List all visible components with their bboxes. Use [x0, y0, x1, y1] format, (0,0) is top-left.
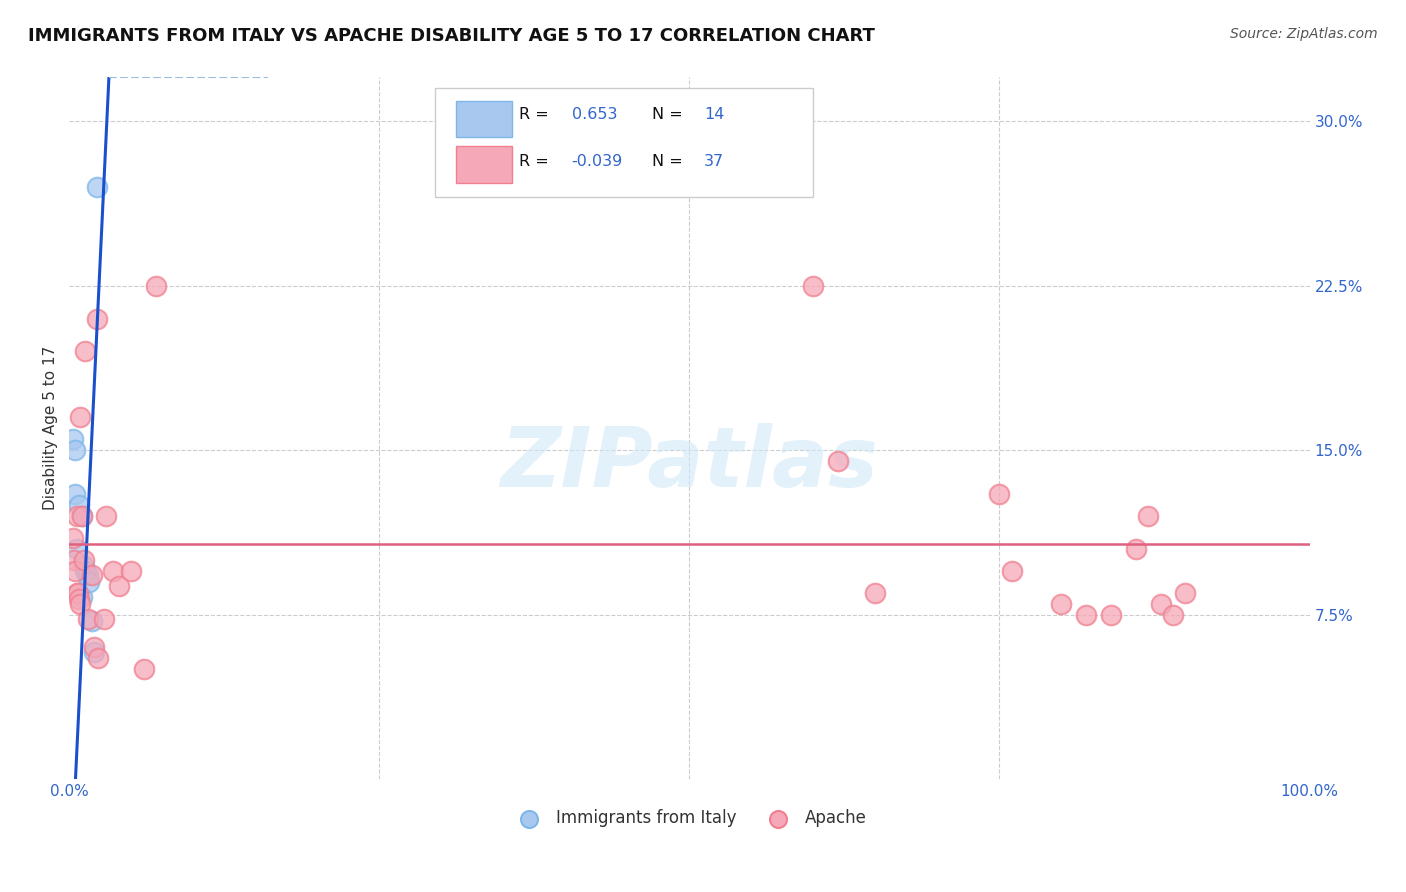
- Point: [66, 585, 89, 599]
- Point: [132, 662, 155, 676]
- Point: [69, 597, 91, 611]
- Text: -0.039: -0.039: [572, 154, 623, 169]
- Point: [1099, 607, 1122, 622]
- Point: [76, 568, 98, 582]
- Point: [827, 454, 849, 468]
- Text: 0.653: 0.653: [572, 107, 617, 122]
- Point: [86, 180, 108, 194]
- Point: [1125, 541, 1147, 556]
- Point: [1076, 607, 1098, 622]
- Point: [65, 487, 87, 501]
- FancyBboxPatch shape: [456, 101, 512, 137]
- Point: [66, 585, 89, 599]
- Point: [108, 579, 131, 593]
- Point: [70, 508, 93, 523]
- Point: [120, 564, 142, 578]
- Point: [96, 508, 118, 523]
- Point: [70, 590, 93, 604]
- Point: [86, 311, 108, 326]
- Text: 14: 14: [704, 107, 724, 122]
- Point: [87, 651, 110, 665]
- Point: [70, 508, 93, 523]
- Point: [988, 487, 1011, 501]
- Point: [66, 541, 89, 556]
- Text: Source: ZipAtlas.com: Source: ZipAtlas.com: [1230, 27, 1378, 41]
- Point: [1161, 607, 1184, 622]
- Point: [76, 612, 98, 626]
- Point: [62, 531, 84, 545]
- Text: R =: R =: [519, 154, 554, 169]
- Point: [73, 559, 96, 574]
- Point: [65, 564, 87, 578]
- Point: [93, 612, 115, 626]
- Point: [1137, 508, 1160, 523]
- Point: [803, 278, 825, 293]
- Point: [77, 574, 100, 589]
- Point: [67, 498, 90, 512]
- FancyBboxPatch shape: [456, 146, 512, 183]
- FancyBboxPatch shape: [434, 88, 814, 197]
- Point: [73, 552, 96, 566]
- Text: R =: R =: [519, 107, 554, 122]
- Point: [83, 640, 105, 655]
- Text: 37: 37: [704, 154, 724, 169]
- Point: [69, 410, 91, 425]
- Point: [80, 568, 103, 582]
- Point: [145, 278, 167, 293]
- Legend: Immigrants from Italy, Apache: Immigrants from Italy, Apache: [506, 803, 873, 834]
- Point: [1001, 564, 1024, 578]
- Point: [62, 432, 84, 446]
- Point: [75, 564, 97, 578]
- Y-axis label: Disability Age 5 to 17: Disability Age 5 to 17: [44, 346, 58, 510]
- Point: [1174, 585, 1197, 599]
- Point: [80, 614, 103, 628]
- Point: [66, 508, 89, 523]
- Text: IMMIGRANTS FROM ITALY VS APACHE DISABILITY AGE 5 TO 17 CORRELATION CHART: IMMIGRANTS FROM ITALY VS APACHE DISABILI…: [28, 27, 875, 45]
- Point: [1150, 597, 1173, 611]
- Text: N =: N =: [652, 107, 688, 122]
- Text: N =: N =: [652, 154, 688, 169]
- Text: ZIPatlas: ZIPatlas: [501, 423, 879, 504]
- Point: [75, 344, 97, 359]
- Point: [65, 443, 87, 458]
- Point: [101, 564, 124, 578]
- Point: [83, 645, 105, 659]
- Point: [865, 585, 887, 599]
- Point: [1050, 597, 1073, 611]
- Point: [67, 592, 90, 607]
- Point: [63, 552, 86, 566]
